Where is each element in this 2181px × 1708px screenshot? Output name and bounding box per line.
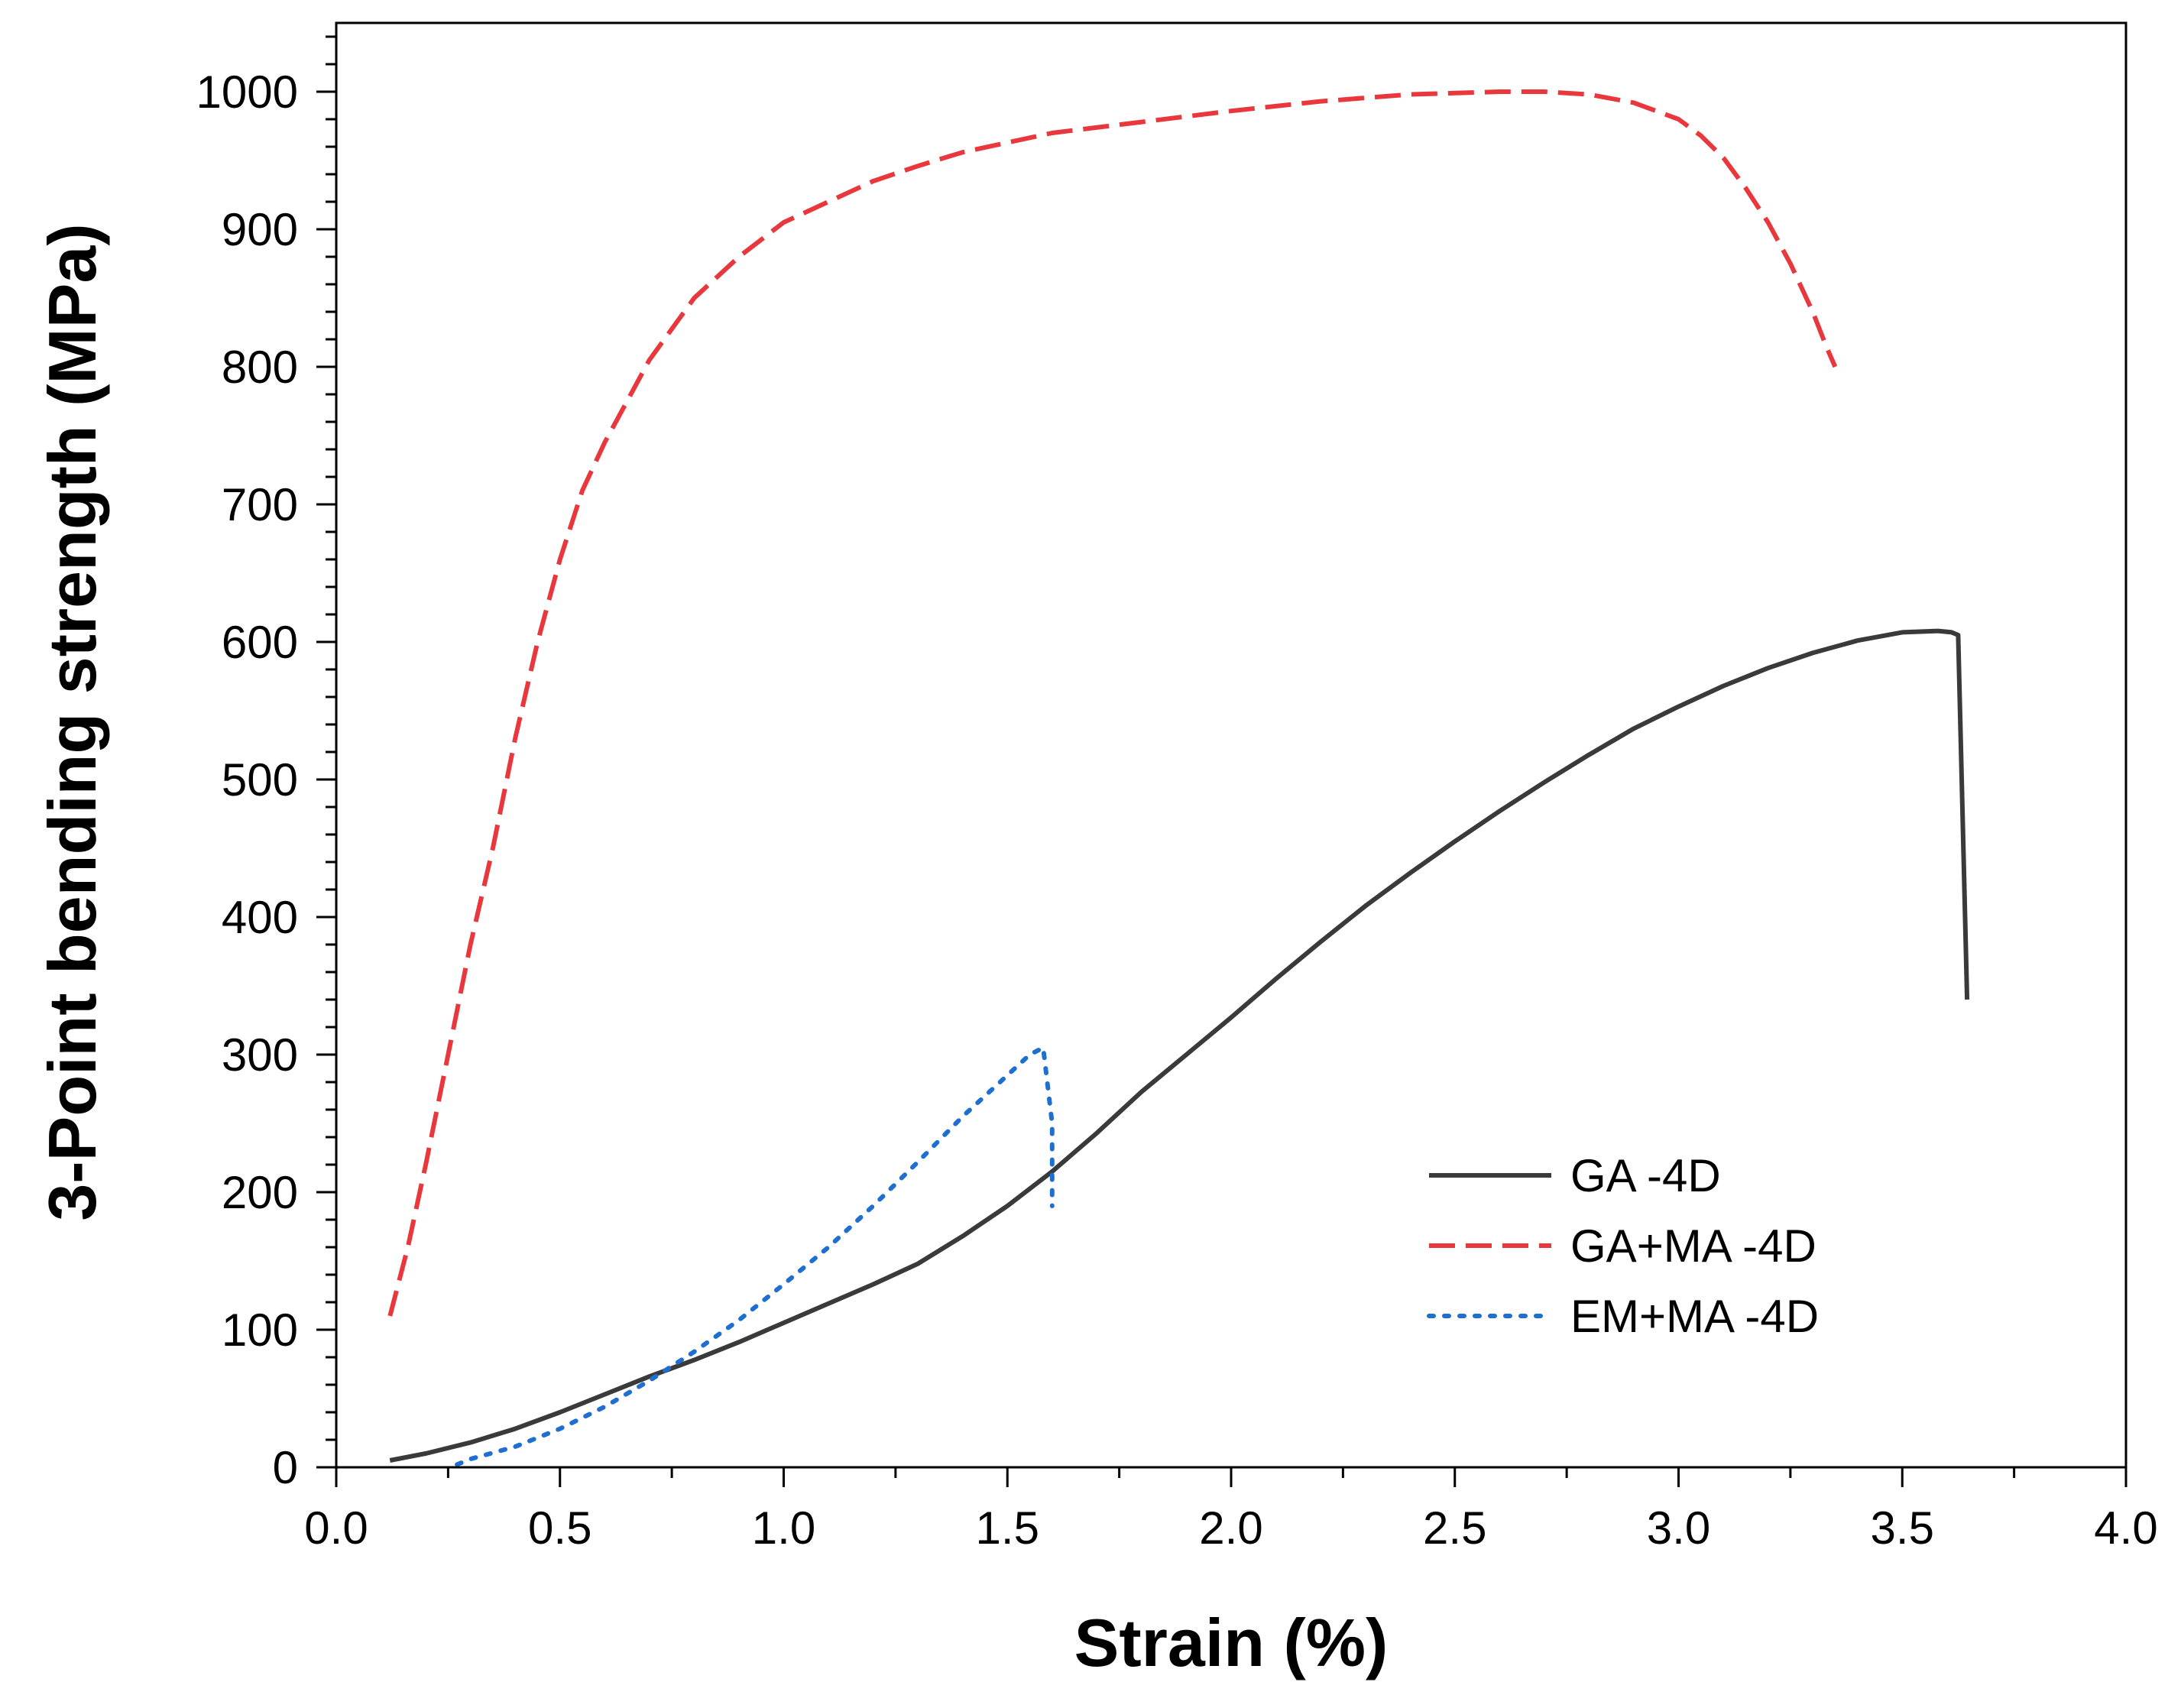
x-tick-label: 1.5 [976,1502,1039,1554]
legend-label: EM+MA -4D [1570,1291,1819,1342]
series-line-ga-ma-4d [387,89,1838,1317]
x-tick-label: 2.5 [1423,1502,1486,1554]
x-tick-label: 2.0 [1199,1502,1262,1554]
x-tick-label: 0.5 [528,1502,591,1554]
y-tick-label: 300 [222,1029,298,1081]
series-lines [387,89,1970,1467]
y-tick-label: 800 [222,342,298,393]
x-tick-label: 3.5 [1871,1502,1934,1554]
minor-ticks [326,35,2016,1478]
x-tick-label: 4.0 [2094,1502,2157,1554]
x-tick-label: 0.0 [304,1502,368,1554]
x-tick-labels: 0.0 0.5 1.0 1.5 2.0 2.5 3.0 3.5 4.0 [304,1502,2157,1554]
legend-label: GA -4D [1570,1150,1721,1201]
y-tick-labels: 0 100 200 300 400 500 600 700 800 900 1000 [196,66,298,1493]
legend: GA -4D GA+MA -4D EM+MA -4D [1427,1150,1819,1342]
x-axis-title: Strain (%) [1074,1605,1389,1680]
y-tick-label: 600 [222,617,298,668]
y-axis-title: 3-Point bending strength (MPa) [34,223,110,1220]
y-tick-label: 200 [222,1167,298,1218]
y-tick-label: 900 [222,204,298,255]
y-tick-label: 700 [222,479,298,530]
y-tick-label: 500 [222,754,298,805]
x-tick-label: 1.0 [752,1502,815,1554]
y-tick-label: 0 [273,1442,298,1493]
x-tick-label: 3.0 [1647,1502,1710,1554]
major-ticks [316,90,2128,1487]
y-tick-label: 100 [222,1304,298,1356]
plot-frame [335,21,2128,1469]
legend-label: GA+MA -4D [1570,1220,1816,1272]
y-tick-label: 1000 [196,66,298,118]
y-tick-label: 400 [222,892,298,943]
